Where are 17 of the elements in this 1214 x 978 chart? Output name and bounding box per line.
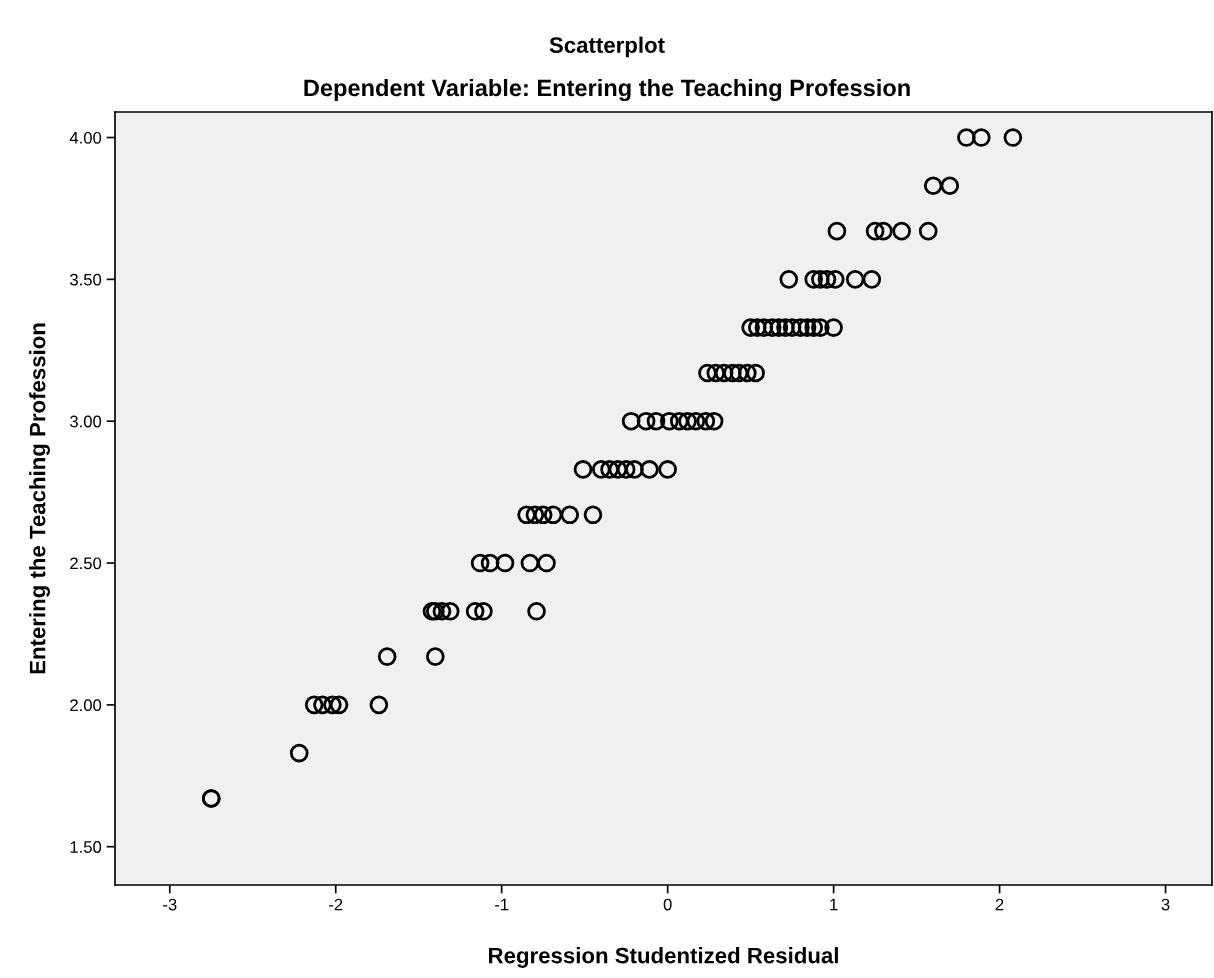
y-tick-label: 4.00 bbox=[69, 131, 102, 144]
y-tick-label: 1.50 bbox=[70, 841, 102, 853]
chart-title: Scatterplot bbox=[549, 36, 665, 58]
y-tick-label: 2.00 bbox=[70, 699, 102, 712]
chart-subtitle: Dependent Variable: Entering the Teaching Profession bbox=[304, 78, 910, 102]
x-tick-label: 1 bbox=[830, 898, 838, 911]
x-axis-title: Regression Studentized Residual bbox=[489, 947, 838, 968]
x-tick-label: 0 bbox=[663, 898, 672, 911]
y-axis-title: Entering the Teaching Profession bbox=[29, 323, 50, 674]
x-tick-label: -2 bbox=[329, 898, 343, 911]
y-tick-label: 2.50 bbox=[70, 557, 102, 570]
y-tick-label: 3.50 bbox=[70, 273, 102, 286]
x-tick-label: -3 bbox=[163, 898, 177, 911]
x-tick-label: -1 bbox=[495, 898, 509, 911]
x-tick-label: 2 bbox=[995, 898, 1004, 911]
x-tick-label: 3 bbox=[1161, 898, 1170, 911]
y-tick-label: 3.00 bbox=[70, 415, 102, 428]
